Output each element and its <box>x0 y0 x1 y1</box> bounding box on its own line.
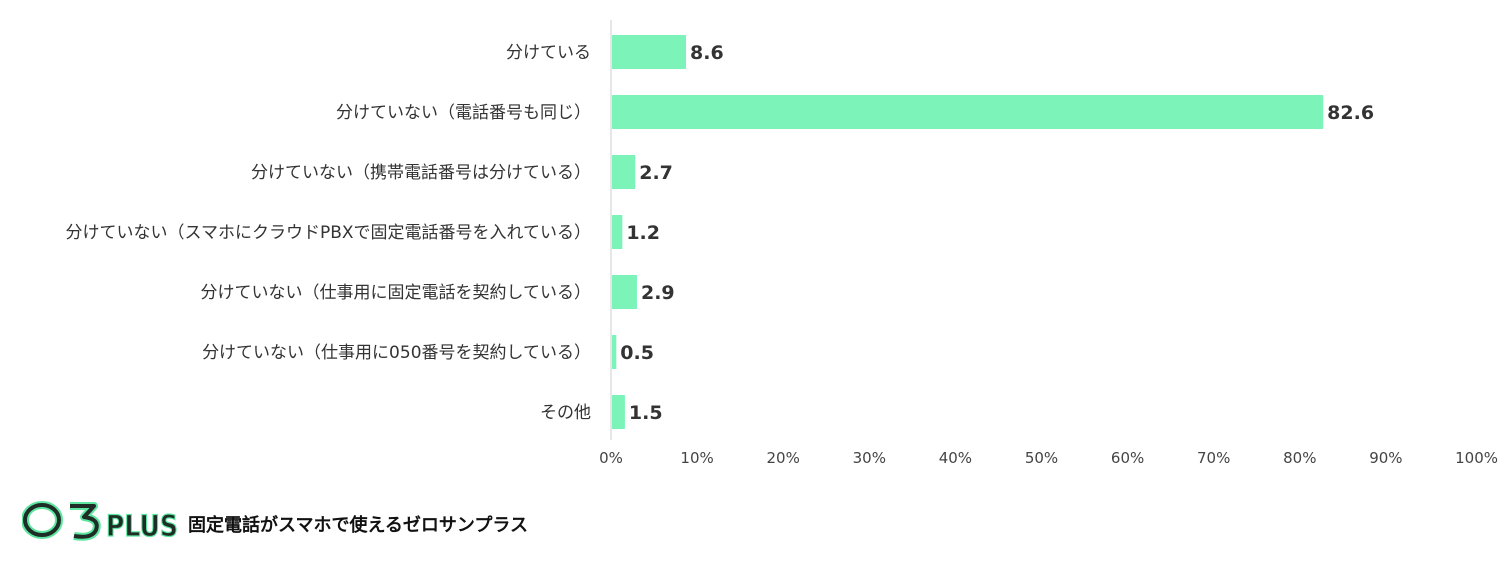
value-label: 0.5 <box>620 342 654 364</box>
category-label: その他 <box>540 403 591 423</box>
bars-layer <box>612 35 1324 429</box>
brand-tagline: 固定電話がスマホで使えるゼロサンプラス <box>188 515 529 536</box>
value-label: 1.2 <box>626 222 660 244</box>
x-tick-label: 70% <box>1197 449 1230 467</box>
value-labels: 8.6 82.6 2.7 1.2 2.9 0.5 1.5 <box>620 42 1374 424</box>
category-label: 分けていない（仕事用に050番号を契約している） <box>202 343 591 363</box>
o3plus-logo: PLUS <box>22 501 179 541</box>
x-tick-label: 100% <box>1455 449 1498 467</box>
bar <box>612 35 687 69</box>
category-label: 分けていない（仕事用に固定電話を契約している） <box>201 283 592 303</box>
value-label: 2.9 <box>641 282 675 304</box>
value-label: 82.6 <box>1327 102 1374 124</box>
x-axis-ticks: 0% 10% 20% 30% 40% 50% 60% 70% 80% 90% 100% <box>599 449 1498 467</box>
x-tick-label: 60% <box>1111 449 1144 467</box>
category-label: 分けていない（携帯電話番号は分けている） <box>251 163 591 183</box>
x-tick-label: 30% <box>853 449 886 467</box>
bar <box>612 335 617 369</box>
category-label: 分けていない（電話番号も同じ） <box>336 103 591 123</box>
value-label: 1.5 <box>629 402 663 424</box>
bar <box>612 275 637 309</box>
x-tick-label: 50% <box>1025 449 1058 467</box>
x-tick-label: 40% <box>939 449 972 467</box>
bar <box>612 395 625 429</box>
bar <box>612 95 1324 129</box>
value-label: 2.7 <box>639 162 673 184</box>
bar <box>612 215 623 249</box>
x-tick-label: 0% <box>599 449 623 467</box>
x-tick-label: 80% <box>1283 449 1316 467</box>
x-tick-label: 20% <box>767 449 800 467</box>
category-label: 分けている <box>506 43 591 63</box>
category-label: 分けていない（スマホにクラウドPBXで固定電話番号を入れている） <box>65 223 591 243</box>
value-label: 8.6 <box>690 42 724 64</box>
x-tick-label: 90% <box>1369 449 1402 467</box>
logo-plus-text: PLUS <box>106 509 178 541</box>
x-tick-label: 10% <box>680 449 713 467</box>
bar <box>612 155 636 189</box>
